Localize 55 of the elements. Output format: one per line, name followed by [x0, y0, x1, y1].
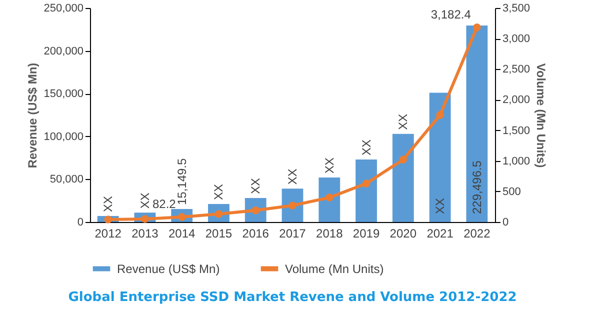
y-tick-label: 150,000	[44, 88, 84, 100]
data-label: XX	[322, 157, 336, 174]
x-tick-label: 2014	[168, 226, 196, 240]
x-tick-label: 2020	[390, 226, 417, 240]
data-label: XX	[359, 139, 374, 156]
bar	[356, 160, 377, 222]
x-tick-label: 2022	[464, 226, 491, 240]
legend-label: Revenue (US$ Mn)	[117, 262, 220, 276]
point	[326, 194, 334, 202]
bar	[392, 134, 414, 222]
x-tick-label: 2013	[132, 226, 159, 240]
x-tick-label: 2019	[352, 226, 380, 240]
y2-tick-label: 3,000	[502, 33, 530, 46]
y-tick-label: 100,000	[44, 130, 84, 143]
text: Global Enterprise SSD Market Revene and Volume 2012-2022	[68, 290, 517, 305]
data-label: XX	[212, 184, 226, 200]
data-label: XX	[138, 192, 152, 209]
y-tick-label: 50,000	[50, 174, 84, 186]
data-label: XX	[101, 196, 116, 212]
bar	[318, 177, 340, 222]
y2-tick-label: 2,000	[502, 94, 530, 106]
data-label: XX	[286, 168, 300, 185]
x-tick-label: 2018	[316, 226, 344, 240]
legend-label: Volume (Mn Units)	[285, 262, 384, 276]
y2-tick-label: 1,500	[502, 124, 530, 137]
y-tick-label: 0	[77, 216, 84, 228]
bar	[466, 26, 488, 222]
point	[104, 216, 112, 224]
x-tick-label: 2015	[205, 226, 232, 240]
y2-tick-label: 3,500	[502, 2, 530, 14]
point	[436, 111, 444, 119]
point	[362, 180, 370, 188]
point	[288, 202, 296, 210]
point	[399, 156, 408, 164]
data-label: XX	[433, 198, 448, 214]
data-label: 82.2	[152, 196, 176, 211]
data-label: 229,496.5	[470, 160, 484, 214]
y2-tick-label: 2,500	[502, 64, 530, 76]
y-tick-label: 250,000	[44, 2, 84, 14]
data-label: XX	[396, 114, 410, 130]
bar	[429, 92, 451, 222]
data-label: 15,149.5	[174, 158, 189, 206]
x-tick-label: 2017	[279, 226, 306, 240]
x-tick-label: 2012	[94, 226, 122, 240]
x-tick-label: 2021	[426, 226, 454, 240]
data-label: XX	[248, 178, 263, 194]
y2-tick-label: 500	[502, 186, 521, 198]
data-label: 3,182.4	[430, 7, 472, 22]
y2-tick-label: 1,000	[502, 155, 530, 168]
point	[473, 24, 481, 32]
y2-axis-title: Volume (Mn Units)	[534, 63, 548, 168]
y2-tick-label: 0	[502, 216, 509, 228]
y-axis-title: Revenue (US$ Mn)	[26, 62, 40, 168]
y-tick-label: 200,000	[44, 45, 84, 58]
x-tick-label: 2016	[242, 226, 270, 240]
